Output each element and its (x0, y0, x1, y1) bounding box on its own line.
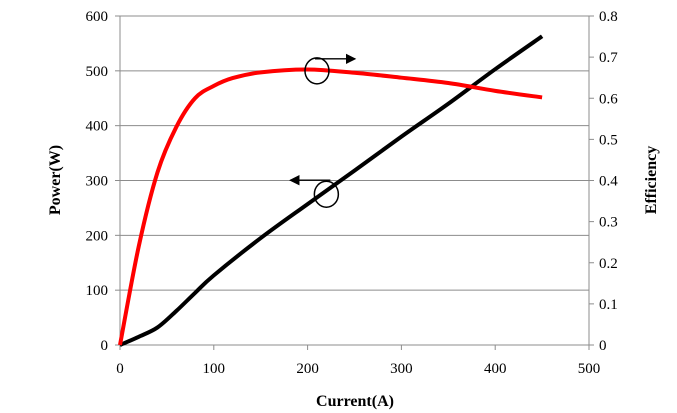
y2-axis-title: Efficiency (643, 146, 660, 214)
y2-tick-label: 0 (599, 338, 607, 354)
y2-tick-label: 0.5 (599, 132, 618, 148)
x-tick-label: 400 (484, 361, 507, 377)
y-tick-label: 500 (86, 64, 109, 80)
y2-tick-label: 0.3 (599, 215, 618, 231)
x-tick-label: 500 (578, 361, 601, 377)
annotations (289, 53, 357, 208)
y-tick-label: 200 (86, 228, 109, 244)
axes (115, 15, 594, 350)
x-tick-label: 0 (116, 361, 124, 377)
power-marker-circle (313, 180, 340, 208)
y-tick-label: 100 (86, 283, 109, 299)
gridlines (120, 15, 589, 291)
y-tick-label: 0 (101, 338, 109, 354)
series (118, 34, 544, 347)
y-axis-title: Power(W) (47, 145, 64, 215)
y-tick-label: 600 (86, 9, 109, 25)
efficiency-series-line (118, 67, 543, 346)
y2-tick-label: 0.4 (599, 174, 618, 190)
y-tick-label: 400 (86, 119, 109, 135)
x-tick-label: 300 (390, 361, 413, 377)
efficiency-marker-circle (304, 57, 330, 85)
y2-tick-label: 0.8 (599, 9, 618, 25)
y2-tick-label: 0.1 (599, 297, 618, 313)
x-tick-label: 200 (296, 361, 319, 377)
power-series-line (119, 34, 544, 347)
tick-labels: 0 100 200 300 400 500 600 0 0.1 0.2 0.3 0.4 0.5 0.6 0.… (86, 9, 619, 377)
x-tick-label: 100 (203, 361, 226, 377)
y-tick-label: 300 (86, 174, 109, 190)
y2-tick-label: 0.2 (599, 256, 618, 272)
x-axis-title: Current(A) (316, 393, 394, 410)
y2-tick-label: 0.6 (599, 91, 618, 107)
y2-tick-label: 0.7 (599, 50, 618, 66)
